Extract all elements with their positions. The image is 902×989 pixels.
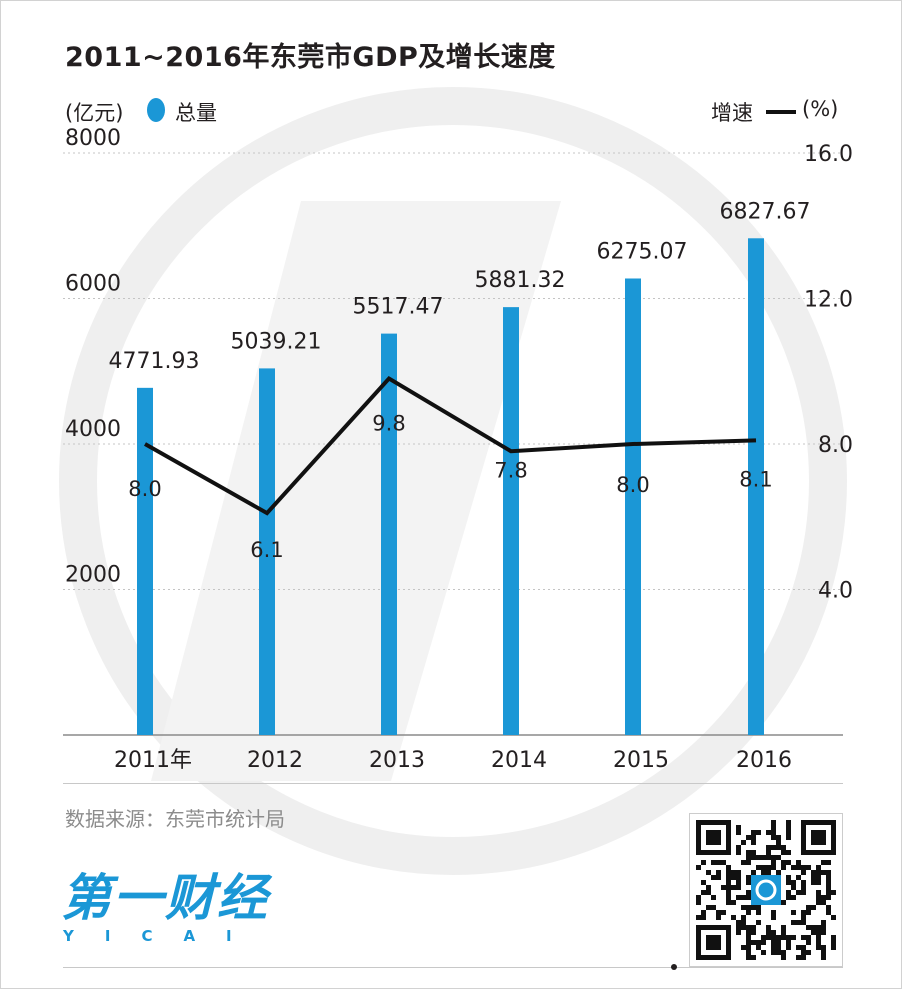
left-tick-label: 6000: [65, 272, 121, 297]
category-label: 2015: [613, 748, 669, 773]
rate-value-label: 6.1: [250, 538, 283, 562]
growth-rate-line: [144, 375, 757, 516]
gdp-chart: 2000 4000 6000 8000 4.0 8.0 12.0 16.0 4771.93 503…: [63, 126, 853, 773]
data-source: 数据来源：东莞市统计局: [65, 807, 285, 831]
rate-value-label: 8.0: [128, 477, 161, 501]
bar-0: [137, 387, 153, 735]
rate-value-label: 8.1: [739, 467, 772, 491]
bar-value-label: 5039.21: [231, 329, 322, 354]
rate-value-label: 9.8: [372, 412, 405, 436]
bar-value-label: 4771.93: [109, 349, 200, 374]
rate-value-label: 8.0: [616, 473, 649, 497]
decorative-dot: [671, 964, 677, 970]
left-tick-label: 8000: [65, 126, 121, 151]
right-tick-label: 16.0: [804, 142, 853, 167]
bar-4: [625, 278, 641, 735]
category-label: 2012: [247, 748, 303, 773]
bar-value-label: 5881.32: [475, 268, 566, 293]
right-tick-label: 4.0: [818, 579, 853, 604]
category-label: 2016: [736, 748, 792, 773]
bottom-divider: [63, 967, 843, 968]
right-axis-unit: (%): [802, 97, 839, 121]
right-tick-label: 8.0: [818, 433, 853, 458]
category-label: 2014: [491, 748, 547, 773]
legend-rate-label: 增速: [711, 101, 753, 125]
right-tick-label: 12.0: [804, 288, 853, 313]
chart-title: 2011~2016年东莞市GDP及增长速度: [65, 42, 556, 73]
bar-value-label: 6275.07: [597, 239, 688, 264]
legend-rate-swatch: [766, 110, 796, 114]
bar-value-label: 6827.67: [720, 199, 811, 224]
category-label: 2011年: [114, 748, 192, 773]
yicai-logo: 第一财经 YICAI: [61, 869, 269, 945]
qr-code[interactable]: [689, 813, 843, 967]
rate-value-label: 7.8: [494, 458, 527, 482]
legend-total-label: 总量: [175, 101, 217, 125]
divider: [63, 783, 843, 784]
logo-subtext: YICAI: [63, 927, 263, 945]
bar-1: [259, 368, 275, 735]
category-label: 2013: [369, 748, 425, 773]
bar-value-label: 5517.47: [353, 295, 444, 320]
left-tick-label: 2000: [65, 563, 121, 588]
left-axis-unit: (亿元): [65, 101, 124, 125]
logo-text: 第一财经: [61, 869, 269, 927]
left-tick-label: 4000: [65, 417, 121, 442]
bar-2: [381, 333, 397, 735]
bar-3: [503, 307, 519, 735]
bar-5: [748, 238, 764, 736]
legend-total-swatch: [147, 98, 165, 122]
